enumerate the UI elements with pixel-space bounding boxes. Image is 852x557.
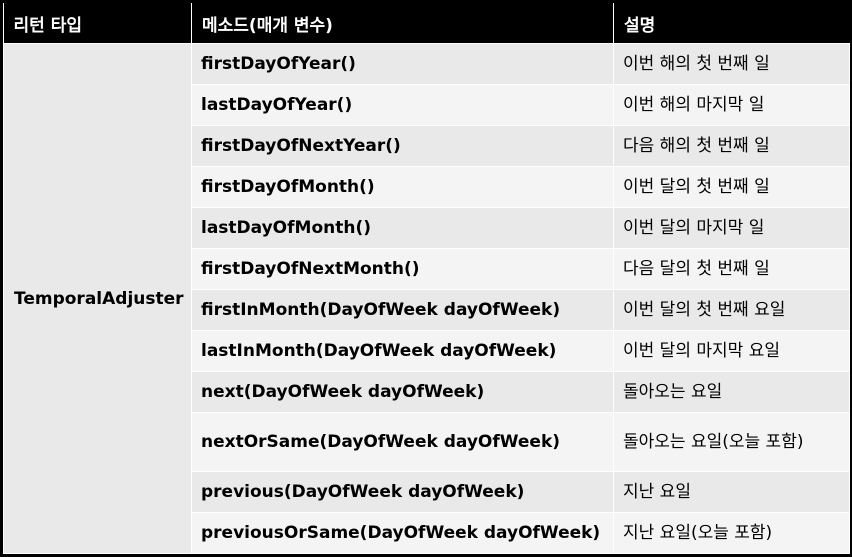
description-cell: 이번 해의 마지막 일	[613, 84, 850, 126]
table-row: next(DayOfWeek dayOfWeek) 돌아오는 요일	[4, 371, 850, 413]
table-row: lastDayOfMonth() 이번 달의 마지막 일	[4, 207, 850, 249]
description-cell: 돌아오는 요일	[613, 371, 850, 413]
header-description: 설명	[613, 3, 850, 44]
table-row: previousOrSame(DayOfWeek dayOfWeek) 지난 요…	[4, 512, 850, 554]
description-cell: 지난 요일(오늘 포함)	[613, 512, 850, 554]
description-cell: 돌아오는 요일(오늘 포함)	[613, 412, 850, 472]
description-cell: 지난 요일	[613, 471, 850, 513]
description-cell: 이번 달의 첫 번째 일	[613, 166, 850, 208]
table-row: lastDayOfYear() 이번 해의 마지막 일	[4, 84, 850, 126]
table-row: TemporalAdjuster firstDayOfYear() 이번 해의 …	[3, 43, 850, 554]
table-row: lastInMonth(DayOfWeek dayOfWeek) 이번 달의 마…	[4, 330, 850, 372]
header-method: 메소드(매개 변수)	[191, 3, 614, 44]
method-cell: firstInMonth(DayOfWeek dayOfWeek)	[191, 289, 614, 331]
method-cell: lastDayOfYear()	[191, 84, 614, 126]
method-cell: lastInMonth(DayOfWeek dayOfWeek)	[191, 330, 614, 372]
table-row: firstDayOfMonth() 이번 달의 첫 번째 일	[4, 166, 850, 208]
temporal-adjuster-table: 리턴 타입 메소드(매개 변수) 설명 TemporalAdjuster fir…	[3, 3, 850, 554]
description-cell: 이번 달의 마지막 일	[613, 207, 850, 249]
table-row: firstInMonth(DayOfWeek dayOfWeek) 이번 달의 …	[4, 289, 850, 331]
header-return-type: 리턴 타입	[3, 3, 192, 44]
description-cell: 이번 해의 첫 번째 일	[613, 43, 850, 85]
method-cell: firstDayOfNextYear()	[191, 125, 614, 167]
description-cell: 다음 달의 첫 번째 일	[613, 248, 850, 290]
method-cell: next(DayOfWeek dayOfWeek)	[191, 371, 614, 413]
description-cell: 다음 해의 첫 번째 일	[613, 125, 850, 167]
table-row: firstDayOfNextMonth() 다음 달의 첫 번째 일	[4, 248, 850, 290]
method-cell: firstDayOfNextMonth()	[191, 248, 614, 290]
header-row: 리턴 타입 메소드(매개 변수) 설명	[3, 3, 850, 44]
method-cell: previousOrSame(DayOfWeek dayOfWeek)	[191, 512, 614, 554]
description-cell: 이번 달의 마지막 요일	[613, 330, 850, 372]
method-cell: previous(DayOfWeek dayOfWeek)	[191, 471, 614, 513]
method-cell: firstDayOfYear()	[191, 43, 614, 85]
method-cell: nextOrSame(DayOfWeek dayOfWeek)	[191, 412, 614, 472]
description-cell: 이번 달의 첫 번째 요일	[613, 289, 850, 331]
return-type-cell: TemporalAdjuster	[3, 43, 192, 554]
method-cell: firstDayOfMonth()	[191, 166, 614, 208]
table-row: firstDayOfNextYear() 다음 해의 첫 번째 일	[4, 125, 850, 167]
method-cell: lastDayOfMonth()	[191, 207, 614, 249]
table-row: previous(DayOfWeek dayOfWeek) 지난 요일	[4, 471, 850, 513]
